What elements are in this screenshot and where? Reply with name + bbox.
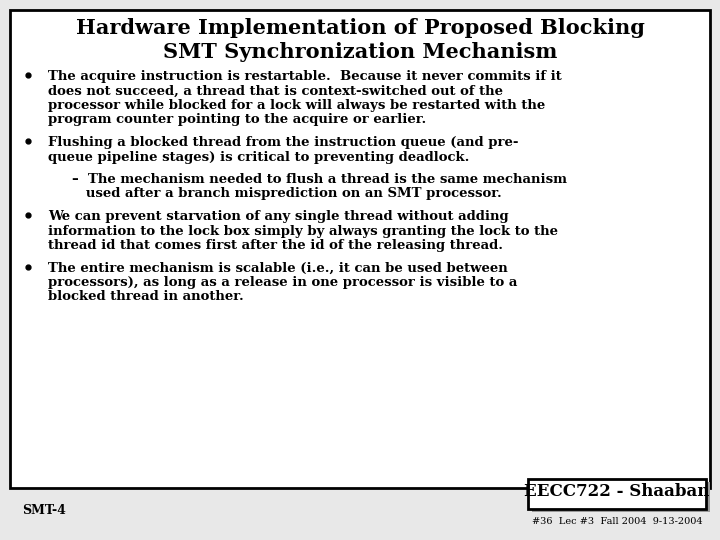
Text: program counter pointing to the acquire or earlier.: program counter pointing to the acquire … <box>48 113 426 126</box>
Text: information to the lock box simply by always granting the lock to the: information to the lock box simply by al… <box>48 225 558 238</box>
Text: processor while blocked for a lock will always be restarted with the: processor while blocked for a lock will … <box>48 99 545 112</box>
Text: blocked thread in another.: blocked thread in another. <box>48 291 244 303</box>
Text: SMT-4: SMT-4 <box>22 503 66 516</box>
Text: The acquire instruction is restartable.  Because it never commits if it: The acquire instruction is restartable. … <box>48 70 562 83</box>
Text: does not succeed, a thread that is context-switched out of the: does not succeed, a thread that is conte… <box>48 84 503 98</box>
Text: thread id that comes first after the id of the releasing thread.: thread id that comes first after the id … <box>48 239 503 252</box>
Text: #36  Lec #3  Fall 2004  9-13-2004: #36 Lec #3 Fall 2004 9-13-2004 <box>531 517 702 526</box>
Text: –  The mechanism needed to flush a thread is the same mechanism: – The mechanism needed to flush a thread… <box>72 173 567 186</box>
Text: Hardware Implementation of Proposed Blocking: Hardware Implementation of Proposed Bloc… <box>76 18 644 38</box>
Text: The entire mechanism is scalable (i.e., it can be used between: The entire mechanism is scalable (i.e., … <box>48 261 508 274</box>
Text: SMT Synchronization Mechanism: SMT Synchronization Mechanism <box>163 42 557 62</box>
Text: used after a branch misprediction on an SMT processor.: used after a branch misprediction on an … <box>72 187 502 200</box>
Bar <box>10 10 710 488</box>
Text: processors), as long as a release in one processor is visible to a: processors), as long as a release in one… <box>48 276 518 289</box>
Text: EECC722 - Shaaban: EECC722 - Shaaban <box>524 483 710 501</box>
Text: queue pipeline stages) is critical to preventing deadlock.: queue pipeline stages) is critical to pr… <box>48 151 469 164</box>
Text: Flushing a blocked thread from the instruction queue (and pre-: Flushing a blocked thread from the instr… <box>48 136 518 149</box>
Text: We can prevent starvation of any single thread without adding: We can prevent starvation of any single … <box>48 210 508 223</box>
Bar <box>532 482 710 512</box>
Bar <box>528 479 706 509</box>
